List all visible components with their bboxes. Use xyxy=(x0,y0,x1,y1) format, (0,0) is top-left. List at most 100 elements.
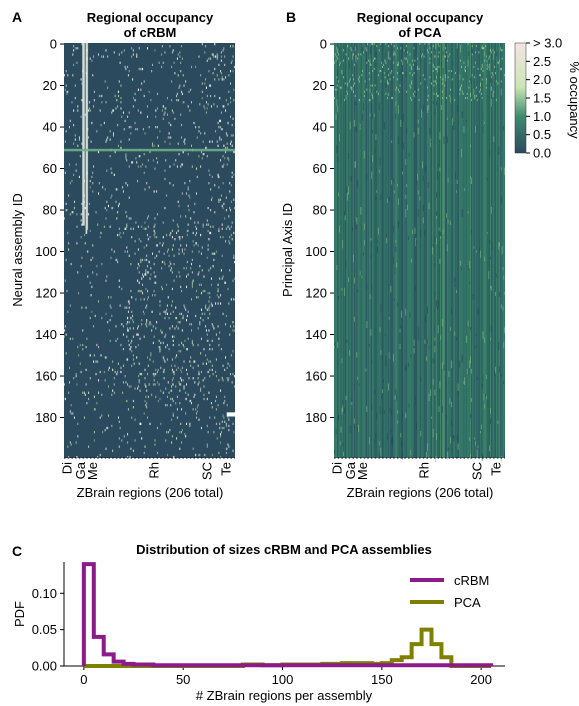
crbm-heatmap-cell xyxy=(220,69,222,73)
pca-heatmap-column xyxy=(373,43,374,458)
crbm-heatmap-cell xyxy=(106,426,108,430)
crbm-heatmap-cell xyxy=(214,43,216,46)
crbm-heatmap-cell xyxy=(166,194,168,197)
pca-heatmap-cell xyxy=(441,362,443,369)
crbm-heatmap-cell xyxy=(132,105,134,108)
crbm-heatmap-cell xyxy=(73,206,75,210)
pca-heatmap-column xyxy=(488,43,490,458)
crbm-heatmap-cell xyxy=(183,267,185,270)
pca-heatmap-cell xyxy=(490,99,492,107)
crbm-heatmap-cell xyxy=(68,391,70,394)
pca-heatmap-cell xyxy=(347,45,349,48)
crbm-heatmap-cell xyxy=(230,200,232,203)
histogram-x-tick-label: 200 xyxy=(470,672,492,687)
crbm-heatmap-cell xyxy=(68,381,70,384)
crbm-heatmap-cell xyxy=(115,188,117,191)
pca-heatmap-cell xyxy=(498,61,500,64)
crbm-heatmap-cell xyxy=(147,298,149,301)
crbm-heatmap-cell xyxy=(181,136,183,139)
crbm-heatmap-cell xyxy=(171,364,173,367)
crbm-heatmap-cell xyxy=(233,88,235,91)
pca-heatmap-cell xyxy=(353,418,355,424)
pca-heatmap-column xyxy=(404,43,406,458)
crbm-heatmap-cell xyxy=(220,441,222,444)
crbm-heatmap-cell xyxy=(186,275,188,278)
crbm-heatmap-cell xyxy=(197,377,199,380)
crbm-heatmap-background xyxy=(64,43,235,458)
pca-heatmap-cell xyxy=(424,339,426,344)
pca-heatmap-column xyxy=(483,43,485,458)
crbm-heatmap-cell xyxy=(169,233,171,237)
crbm-heatmap-cell xyxy=(96,343,98,347)
crbm-heatmap-cell xyxy=(168,316,170,320)
pca-heatmap-cell xyxy=(366,321,368,328)
crbm-heatmap-cell xyxy=(217,302,219,305)
crbm-heatmap-cell xyxy=(174,238,176,241)
pca-heatmap-cell xyxy=(485,45,486,48)
pca-heatmap-cell xyxy=(454,283,456,287)
crbm-heatmap-cell xyxy=(170,312,172,316)
pca-heatmap-cell xyxy=(425,165,427,173)
crbm-heatmap-cell xyxy=(75,169,77,172)
pca-heatmap-cell xyxy=(433,49,435,52)
crbm-heatmap-cell xyxy=(195,296,197,299)
crbm-heatmap-cell xyxy=(133,362,135,365)
crbm-heatmap-cell xyxy=(211,53,213,56)
crbm-heatmap-cell xyxy=(111,111,113,114)
crbm-heatmap-cell xyxy=(195,225,197,228)
pca-heatmap-column xyxy=(411,43,413,458)
pca-heatmap-cell xyxy=(363,252,364,256)
crbm-heatmap-cell xyxy=(73,109,75,112)
crbm-heatmap-cell xyxy=(84,393,86,396)
crbm-heatmap-cell xyxy=(154,49,156,52)
pca-heatmap-cell xyxy=(400,433,402,438)
pca-heatmap-cell xyxy=(474,76,476,79)
pca-heatmap-cell xyxy=(384,59,386,62)
pca-heatmap-cell xyxy=(361,275,363,279)
crbm-heatmap-cell xyxy=(203,385,205,388)
pca-heatmap-cell xyxy=(336,99,338,106)
pca-heatmap-cell xyxy=(462,92,464,95)
crbm-heatmap-cell xyxy=(173,279,175,282)
crbm-title-line-2: of cRBM xyxy=(124,25,177,40)
pca-heatmap-cell xyxy=(489,55,491,58)
crbm-heatmap-cell xyxy=(137,165,139,168)
crbm-heatmap-cell xyxy=(137,179,139,183)
crbm-heatmap-cell xyxy=(138,271,140,274)
crbm-heatmap-cell xyxy=(124,306,126,309)
crbm-heatmap-cell xyxy=(90,140,92,143)
crbm-heatmap-cell xyxy=(232,45,234,48)
pca-heatmap-cell xyxy=(424,43,426,46)
pca-heatmap-cell xyxy=(480,88,481,91)
pca-heatmap-cell xyxy=(353,316,355,322)
pca-heatmap-cell xyxy=(482,126,484,135)
pca-heatmap-cell xyxy=(373,439,375,443)
crbm-heatmap-cell xyxy=(147,416,149,419)
pca-heatmap-cell xyxy=(424,229,426,237)
x-region-label: Me xyxy=(85,462,100,480)
crbm-heatmap-cell xyxy=(228,240,230,243)
crbm-heatmap-cell xyxy=(140,67,142,71)
crbm-heatmap-cell xyxy=(109,339,111,343)
crbm-heatmap-cell xyxy=(171,51,173,54)
crbm-heatmap-cell xyxy=(190,267,192,270)
crbm-heatmap-cell xyxy=(74,84,76,87)
crbm-heatmap-cell xyxy=(217,287,219,291)
crbm-heatmap-cell xyxy=(154,439,156,442)
crbm-heatmap-cell xyxy=(83,233,85,237)
pca-heatmap-cell xyxy=(470,175,471,179)
pca-heatmap-cell xyxy=(504,451,505,458)
crbm-heatmap-cell xyxy=(172,111,174,114)
pca-heatmap-column xyxy=(364,43,366,458)
y-tick-label: 160 xyxy=(305,369,327,384)
pca-heatmap-column xyxy=(434,43,436,458)
crbm-heatmap-cell xyxy=(220,194,222,197)
crbm-heatmap-cell xyxy=(191,262,192,266)
crbm-heatmap-cell xyxy=(171,335,173,338)
crbm-heatmap-cell xyxy=(68,126,70,129)
pca-heatmap-cell xyxy=(490,418,491,425)
pca-heatmap-cell xyxy=(460,88,461,91)
crbm-heatmap-cell xyxy=(231,221,233,224)
crbm-heatmap-cell xyxy=(187,310,189,313)
pca-heatmap-cell xyxy=(490,285,492,291)
